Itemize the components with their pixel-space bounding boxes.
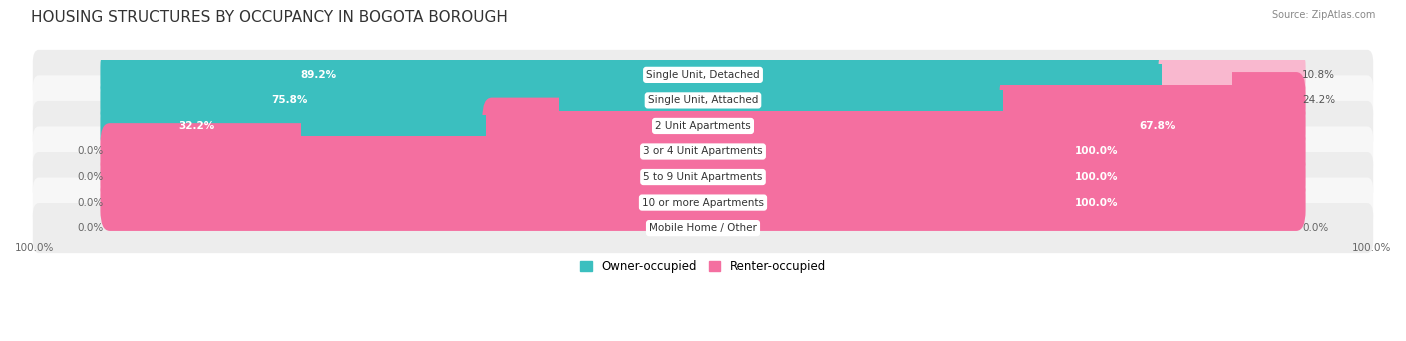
- Text: 100.0%: 100.0%: [1351, 243, 1391, 253]
- Text: Source: ZipAtlas.com: Source: ZipAtlas.com: [1271, 10, 1375, 20]
- Text: Single Unit, Detached: Single Unit, Detached: [647, 70, 759, 80]
- Text: 32.2%: 32.2%: [179, 121, 215, 131]
- Text: 100.0%: 100.0%: [15, 243, 55, 253]
- FancyBboxPatch shape: [100, 46, 1177, 103]
- FancyBboxPatch shape: [32, 75, 1374, 125]
- Bar: [104, 141, 703, 162]
- Text: 0.0%: 0.0%: [1302, 223, 1329, 233]
- Bar: [104, 192, 703, 213]
- Legend: Owner-occupied, Renter-occupied: Owner-occupied, Renter-occupied: [575, 255, 831, 278]
- FancyBboxPatch shape: [100, 149, 1306, 205]
- Text: 75.8%: 75.8%: [271, 95, 308, 105]
- Text: 0.0%: 0.0%: [77, 223, 104, 233]
- Text: 2 Unit Apartments: 2 Unit Apartments: [655, 121, 751, 131]
- Bar: [560, 90, 1021, 111]
- Text: 5 to 9 Unit Apartments: 5 to 9 Unit Apartments: [644, 172, 762, 182]
- FancyBboxPatch shape: [32, 101, 1374, 151]
- Text: 89.2%: 89.2%: [301, 70, 336, 80]
- Text: 67.8%: 67.8%: [1139, 121, 1175, 131]
- Text: 0.0%: 0.0%: [77, 197, 104, 208]
- Text: 10.8%: 10.8%: [1302, 70, 1336, 80]
- Text: 100.0%: 100.0%: [1074, 172, 1118, 182]
- Bar: [1163, 64, 1232, 85]
- Bar: [486, 116, 894, 136]
- Text: 100.0%: 100.0%: [1074, 147, 1118, 157]
- Bar: [1002, 90, 1153, 111]
- Text: Single Unit, Attached: Single Unit, Attached: [648, 95, 758, 105]
- FancyBboxPatch shape: [100, 174, 1306, 231]
- FancyBboxPatch shape: [32, 203, 1374, 253]
- Text: 24.2%: 24.2%: [1302, 95, 1336, 105]
- FancyBboxPatch shape: [482, 98, 1306, 154]
- FancyBboxPatch shape: [1000, 72, 1306, 129]
- FancyBboxPatch shape: [32, 152, 1374, 202]
- Bar: [638, 64, 1180, 85]
- Text: 100.0%: 100.0%: [1074, 197, 1118, 208]
- FancyBboxPatch shape: [32, 50, 1374, 100]
- Text: Mobile Home / Other: Mobile Home / Other: [650, 223, 756, 233]
- FancyBboxPatch shape: [32, 127, 1374, 177]
- FancyBboxPatch shape: [32, 178, 1374, 227]
- Bar: [104, 166, 703, 188]
- FancyBboxPatch shape: [100, 123, 1306, 180]
- Text: 10 or more Apartments: 10 or more Apartments: [643, 197, 763, 208]
- Bar: [301, 116, 503, 136]
- FancyBboxPatch shape: [100, 98, 502, 154]
- Text: 3 or 4 Unit Apartments: 3 or 4 Unit Apartments: [643, 147, 763, 157]
- Text: 0.0%: 0.0%: [77, 172, 104, 182]
- Text: HOUSING STRUCTURES BY OCCUPANCY IN BOGOTA BOROUGH: HOUSING STRUCTURES BY OCCUPANCY IN BOGOT…: [31, 10, 508, 25]
- FancyBboxPatch shape: [100, 72, 1018, 129]
- Text: 0.0%: 0.0%: [77, 147, 104, 157]
- FancyBboxPatch shape: [1159, 46, 1306, 103]
